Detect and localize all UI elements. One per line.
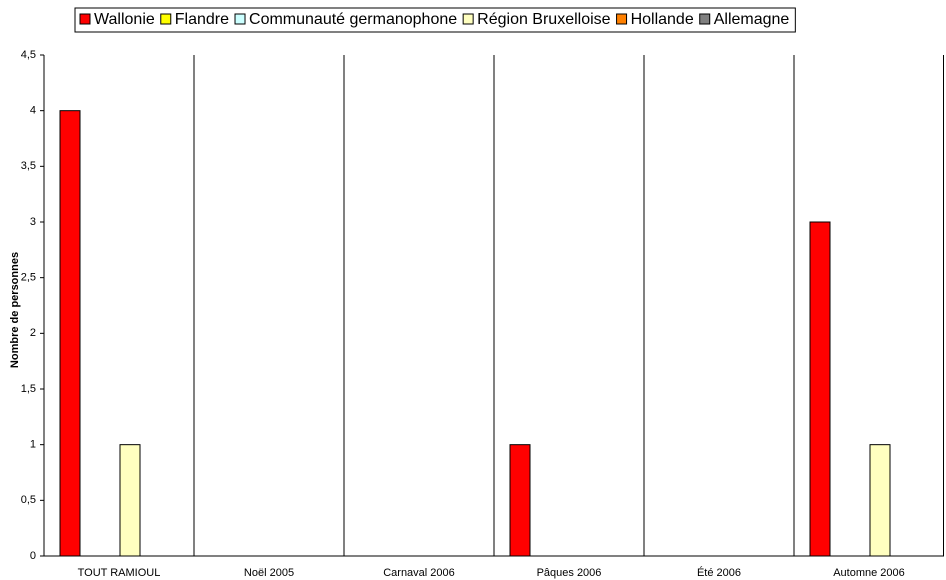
x-tick-label: Noël 2005 bbox=[244, 567, 294, 579]
x-tick-label: TOUT RAMIOUL bbox=[78, 567, 161, 579]
y-tick-label: 2 bbox=[30, 327, 36, 339]
legend-text: Wallonie bbox=[94, 11, 155, 28]
bar bbox=[59, 110, 81, 557]
y-tick-label: 0 bbox=[30, 550, 36, 562]
x-tick-label: Été 2006 bbox=[697, 566, 741, 579]
legend-text: Flandre bbox=[175, 11, 229, 28]
bar bbox=[119, 444, 141, 557]
y-tick-label: 1 bbox=[30, 439, 36, 451]
y-tick-label: 4,5 bbox=[21, 49, 36, 61]
y-tick-label: 3 bbox=[30, 216, 36, 228]
x-tick-label: Carnaval 2006 bbox=[383, 567, 455, 579]
legend-box bbox=[74, 7, 796, 33]
legend-text: Hollande bbox=[631, 11, 694, 28]
y-tick-label: 3,5 bbox=[21, 160, 36, 172]
bar bbox=[509, 444, 531, 557]
y-tick-label: 1,5 bbox=[21, 383, 36, 395]
legend-swatch bbox=[616, 13, 628, 25]
legend-swatch bbox=[160, 13, 172, 25]
y-tick-label: 2,5 bbox=[21, 272, 36, 284]
legend-text: Région Bruxelloise bbox=[477, 11, 611, 28]
y-axis-title: Nombre de personnes bbox=[9, 252, 21, 368]
legend-swatch bbox=[234, 13, 246, 25]
y-tick-label: 4 bbox=[30, 105, 36, 117]
legend-swatch bbox=[79, 13, 91, 25]
x-tick-label: Pâques 2006 bbox=[537, 567, 602, 579]
x-tick-label: Automne 2006 bbox=[833, 567, 905, 579]
legend-swatch bbox=[699, 13, 711, 25]
legend-swatch bbox=[462, 13, 474, 25]
legend-text: Allemagne bbox=[714, 11, 790, 28]
bar bbox=[809, 221, 831, 557]
y-tick-label: 0,5 bbox=[21, 494, 36, 506]
bar bbox=[869, 444, 891, 557]
legend-text: Communauté germanophone bbox=[249, 11, 457, 28]
